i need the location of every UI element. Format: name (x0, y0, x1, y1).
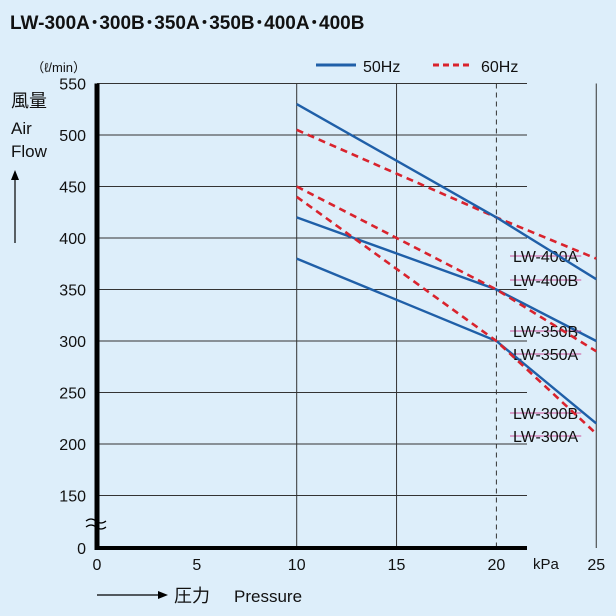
y-label-jp: 風量 (11, 91, 47, 111)
y-arrow-head (11, 170, 19, 180)
y-tick-label: 350 (59, 283, 86, 300)
axis-break-mark (85, 518, 107, 530)
series-label: LW-400B (513, 273, 578, 290)
legend-label-60hz: 60Hz (481, 59, 518, 76)
series-line-lw-350b (296, 216, 597, 343)
y-tick-label: 450 (59, 180, 86, 197)
y-label-en-1: Air (11, 119, 32, 138)
legend-label-50hz: 50Hz (363, 59, 400, 76)
x-tick-label: 20 (488, 557, 506, 574)
series-label: LW-400A (513, 249, 579, 266)
chart-title: LW-300A･300B･350A･350B･400A･400B (10, 13, 365, 34)
series-label: LW-300B (513, 406, 578, 423)
x-label-jp: 圧力 (174, 586, 210, 606)
series-label: LW-350B (513, 324, 578, 341)
x-tick-label: 25 (587, 557, 605, 574)
y-tick-label: 550 (59, 77, 86, 94)
series-label: LW-300A (513, 429, 579, 446)
y-tick-label: 200 (59, 437, 86, 454)
x-tick-label: 5 (192, 557, 201, 574)
x-label-en: Pressure (234, 587, 302, 606)
series-line-lw-400a (296, 128, 597, 260)
y-tick-label: 250 (59, 386, 86, 403)
y-tick-label: 300 (59, 334, 86, 351)
x-tick-label: 0 (93, 557, 102, 574)
series-line-lw-300a (295, 195, 598, 435)
series-line-lw-350a (296, 185, 597, 353)
y-tick-label: 500 (59, 128, 86, 145)
x-tick-label: 15 (388, 557, 406, 574)
x-arrow-head (158, 591, 168, 599)
y-tick-label: 150 (59, 489, 86, 506)
series-line-lw-400b (296, 103, 597, 281)
y-unit-label: （ℓ/min） (31, 60, 86, 75)
x-tick-label: 10 (288, 557, 306, 574)
series-label: LW-350A (513, 347, 579, 364)
y-tick-label: 0 (77, 541, 86, 558)
x-unit-label: kPa (533, 556, 560, 573)
y-label-en-2: Flow (11, 142, 48, 161)
y-tick-label: 400 (59, 231, 86, 248)
